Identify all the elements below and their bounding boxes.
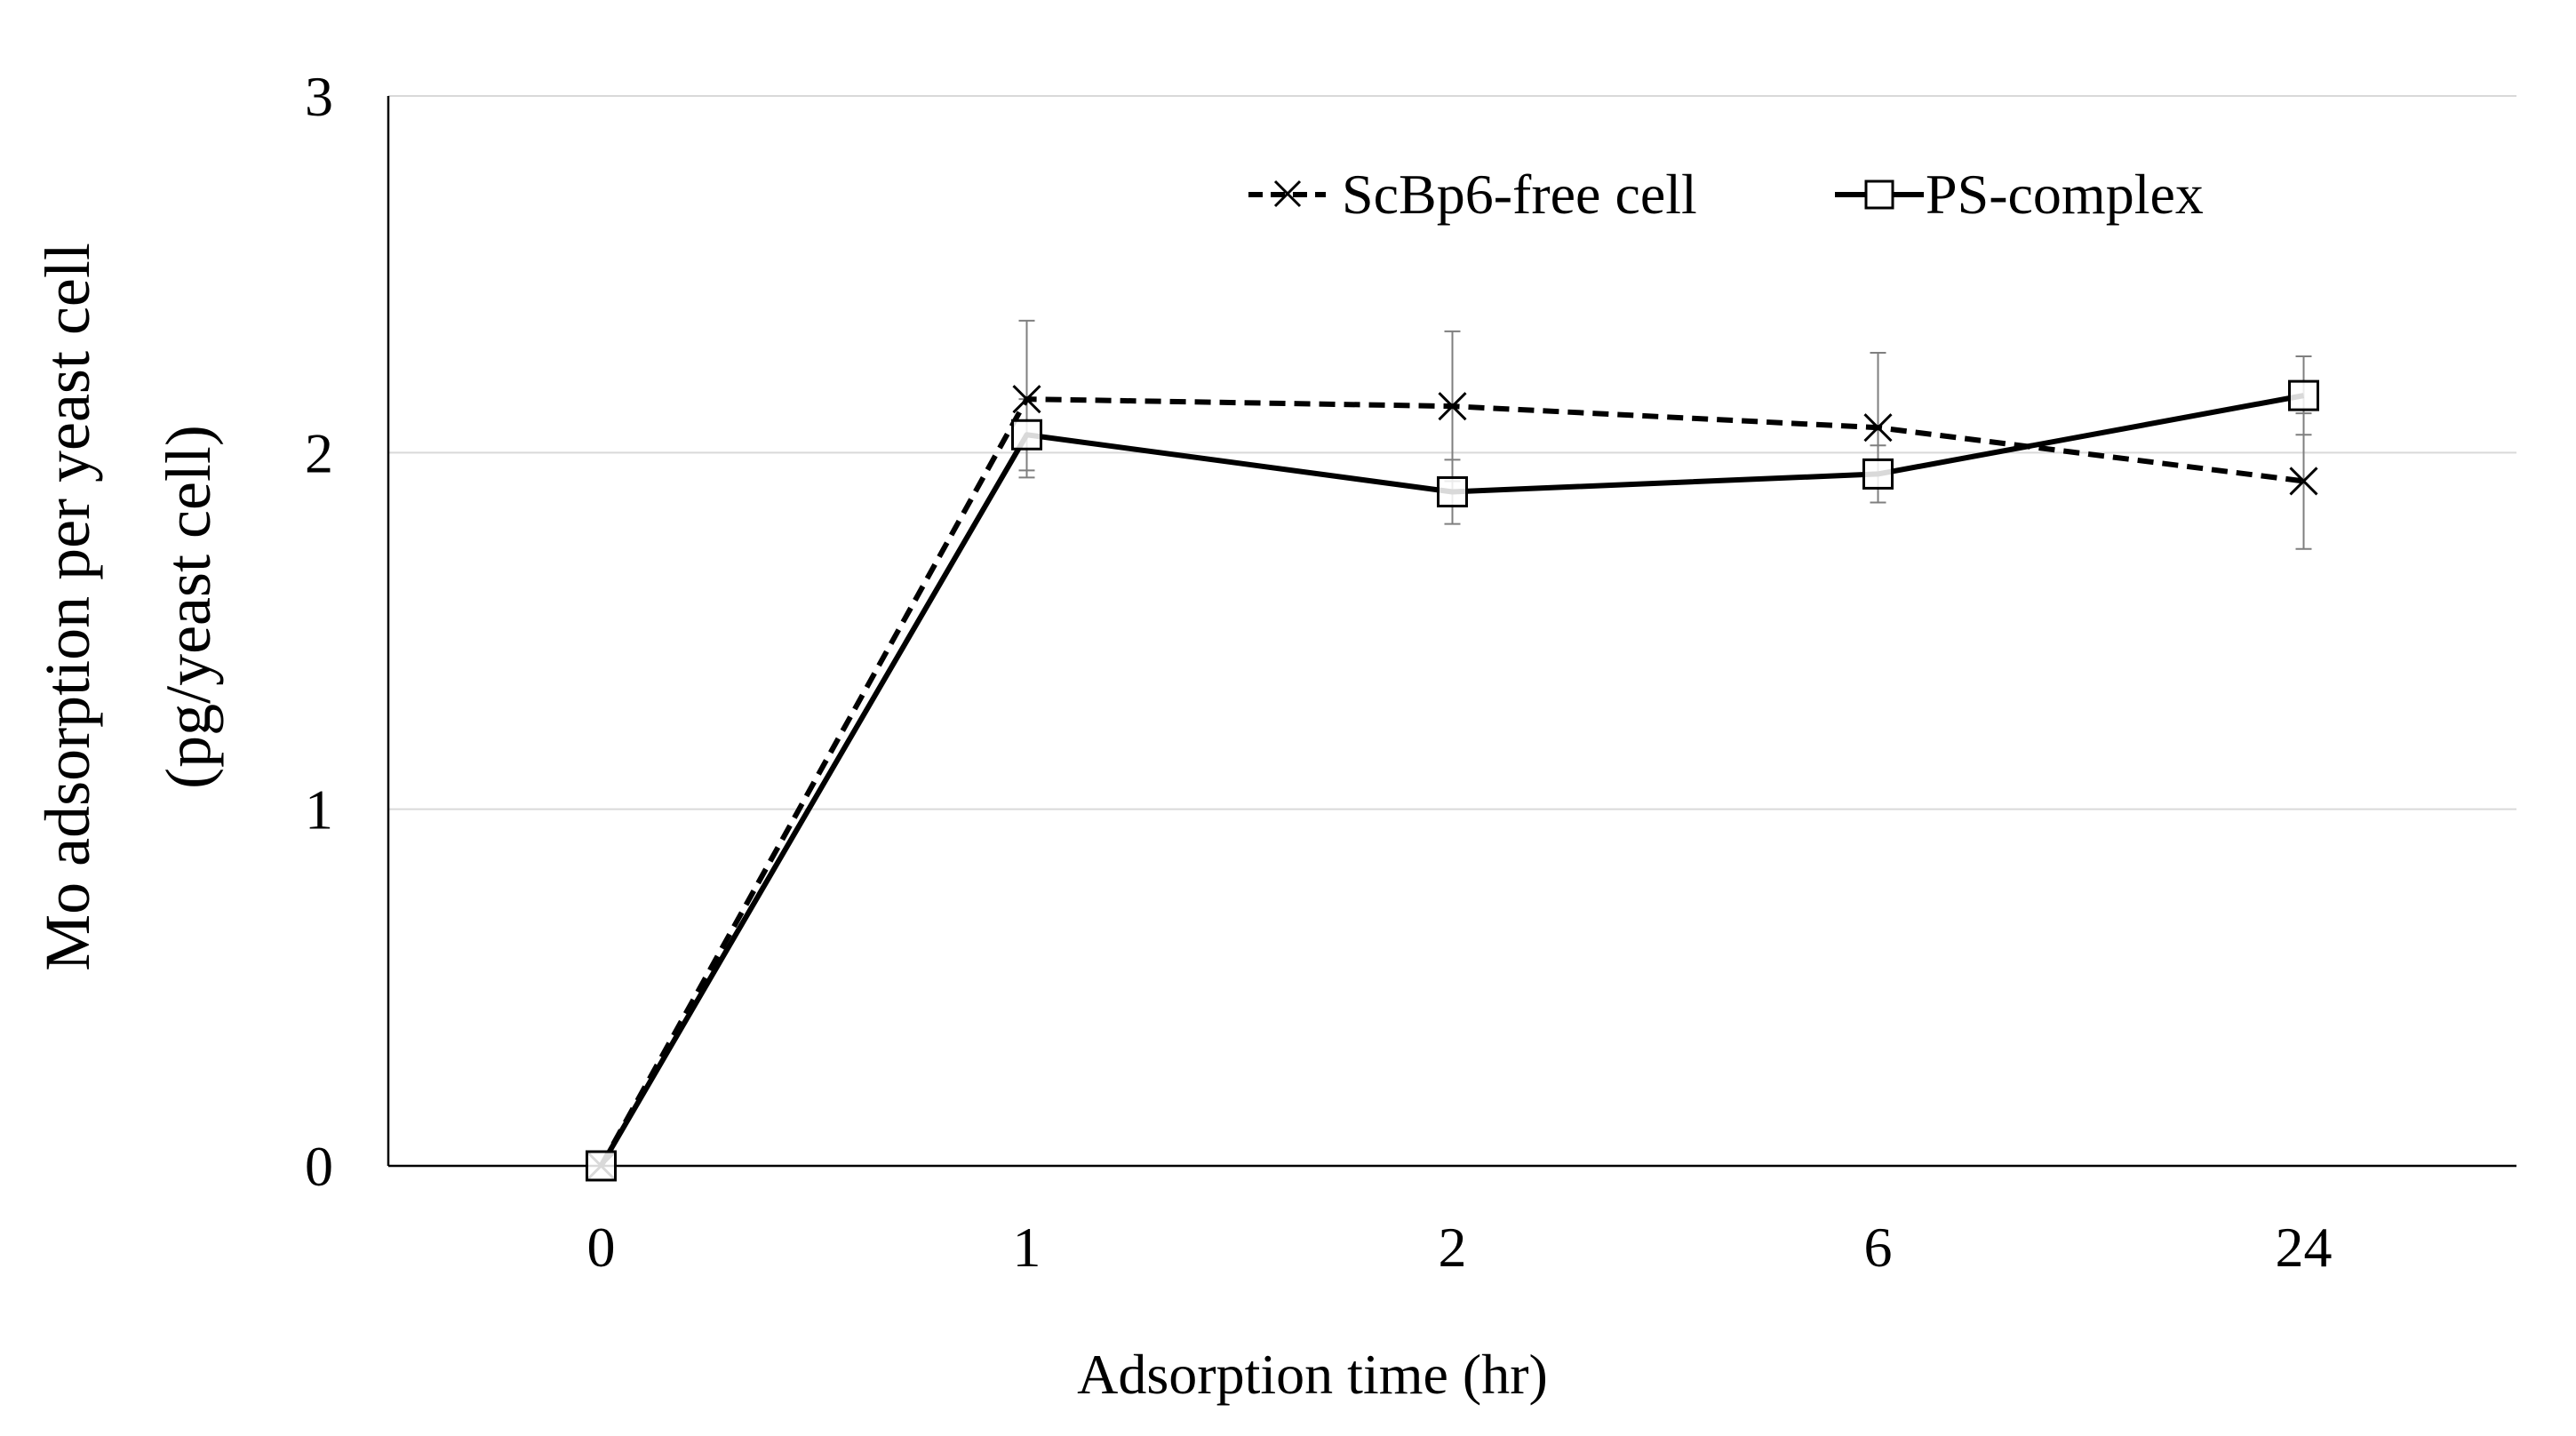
y-axis-label: Mo adsorption per yeast cell (pg/yeast c…	[32, 243, 224, 971]
data-point-scbp6-free-cell	[1012, 385, 1041, 414]
axes	[387, 96, 2516, 1168]
x-tick-label: 1	[1013, 1216, 1041, 1279]
legend-square-marker-icon	[1864, 180, 1894, 210]
data-point-ps-complex	[1011, 419, 1042, 451]
x-axis-label: Adsorption time (hr)	[1077, 1343, 1548, 1406]
error-bars	[1018, 319, 2312, 550]
data-point-ps-complex	[1862, 458, 1894, 490]
y-tick-label: 3	[305, 65, 333, 128]
legend-label-scbp6-free-cell: ScBp6-free cell	[1342, 163, 1697, 226]
x-tick-label: 0	[587, 1216, 616, 1279]
x-tick-labels: 0 1 2 6 24	[587, 1216, 2333, 1279]
legend-item-ps-complex: PS-complex	[1835, 163, 2204, 226]
y-tick-label: 2	[305, 421, 333, 484]
x-tick-label: 6	[1864, 1216, 1893, 1279]
y-axis-label-line1: Mo adsorption per yeast cell	[32, 243, 103, 971]
series-markers	[586, 379, 2319, 1182]
legend-label-ps-complex: PS-complex	[1926, 163, 2204, 226]
y-axis-label-line2: (pg/yeast cell)	[153, 425, 224, 789]
legend-x-marker-icon	[1273, 180, 1302, 208]
data-point-ps-complex	[1437, 475, 1468, 507]
legend-item-scbp6-free-cell: ScBp6-free cell	[1248, 163, 1697, 226]
y-tick-labels: 0 1 2 3	[305, 65, 333, 1198]
legend: ScBp6-free cell PS-complex	[1248, 163, 2204, 226]
data-point-scbp6-free-cell	[1863, 413, 1893, 443]
y-tick-label: 1	[305, 778, 333, 842]
x-tick-label: 24	[2276, 1216, 2333, 1279]
y-tick-label: 0	[305, 1135, 333, 1198]
data-point-ps-complex	[586, 1150, 617, 1182]
data-point-scbp6-free-cell	[2289, 467, 2318, 496]
data-point-scbp6-free-cell	[1438, 392, 1467, 421]
x-tick-label: 2	[1439, 1216, 1467, 1279]
data-point-ps-complex	[2288, 379, 2319, 411]
